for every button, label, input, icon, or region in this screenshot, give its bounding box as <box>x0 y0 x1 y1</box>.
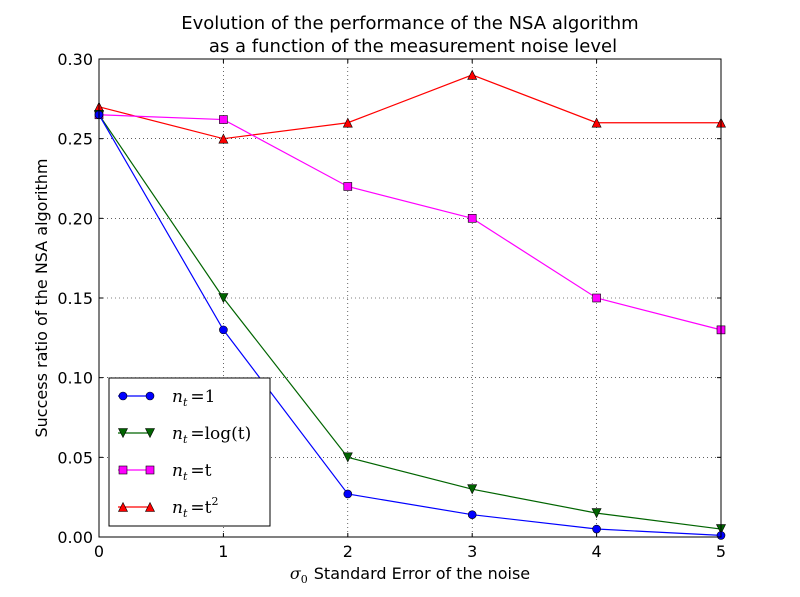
legend-marker <box>145 428 155 439</box>
legend-marker <box>118 465 128 475</box>
x-axis-text: Standard Error of the noise <box>314 564 530 583</box>
chart-title-line-2: as a function of the measurement noise l… <box>209 36 617 57</box>
x-axis-symbol: σ <box>290 564 302 583</box>
data-point <box>218 133 229 144</box>
x-tick-label: 5 <box>716 542 726 561</box>
legend-marker <box>145 391 155 401</box>
x-tick-label: 0 <box>94 542 104 561</box>
legend-marker <box>118 501 128 512</box>
legend-label: nt =t2 <box>172 495 218 520</box>
x-tick-label: 3 <box>467 542 477 561</box>
x-tick-label: 1 <box>218 542 228 561</box>
y-tick-label: 0.25 <box>57 130 93 149</box>
y-axis-label: Success ratio of the NSA algorithm <box>32 159 51 438</box>
data-point <box>591 117 602 128</box>
data-point <box>343 489 353 499</box>
legend-marker <box>145 465 155 475</box>
series-line <box>98 114 722 331</box>
x-tick-label: 4 <box>592 542 602 561</box>
y-tick-label: 0.30 <box>57 50 93 69</box>
data-point <box>591 508 602 519</box>
data-point <box>219 115 228 124</box>
legend-item-0: nt =1 <box>118 387 215 409</box>
y-tick-label: 0.20 <box>57 209 93 228</box>
series-layer <box>94 69 726 540</box>
chart-title-line-1: Evolution of the performance of the NSA … <box>181 13 638 34</box>
legend-marker <box>118 428 128 439</box>
legend-marker <box>118 391 128 401</box>
legend-label: nt =log(t) <box>172 424 251 446</box>
legend-marker <box>145 501 155 512</box>
data-point <box>467 510 477 519</box>
data-point <box>343 182 353 191</box>
legend-label: nt =1 <box>172 387 215 409</box>
data-point <box>342 117 353 128</box>
series-3 <box>94 69 726 144</box>
legend-item-1: nt =log(t) <box>118 424 251 446</box>
legend-box <box>108 377 271 527</box>
x-tick-label: 2 <box>343 542 353 561</box>
data-point <box>467 214 477 223</box>
ticks: 0 1 2 3 4 5 0.00 0.05 0.10 0.15 0.20 0.25 0.30 <box>57 50 726 561</box>
data-point <box>592 293 601 303</box>
y-tick-label: 0.10 <box>57 369 93 388</box>
y-tick-label: 0.15 <box>57 289 93 308</box>
series-line <box>98 74 721 140</box>
series-0 <box>94 110 726 540</box>
x-axis-label: σ0 Standard Error of the noise <box>290 564 530 586</box>
y-tick-label: 0.00 <box>57 528 93 547</box>
legend: nt =1 nt =log(t) nt =t nt =t2 <box>108 377 271 527</box>
series-line <box>98 114 722 530</box>
data-point <box>467 69 478 80</box>
legend-item-2: nt =t <box>118 461 212 483</box>
series-line <box>98 114 722 537</box>
data-point <box>219 325 228 335</box>
legend-label: nt =t <box>172 461 212 483</box>
y-tick-label: 0.05 <box>57 448 93 467</box>
legend-item-3: nt =t2 <box>118 495 218 520</box>
data-point <box>218 293 229 304</box>
data-point <box>467 484 478 495</box>
data-point <box>592 524 601 534</box>
x-axis-symbol-sub: 0 <box>301 573 308 586</box>
data-point <box>342 452 353 463</box>
series-2 <box>94 110 726 335</box>
